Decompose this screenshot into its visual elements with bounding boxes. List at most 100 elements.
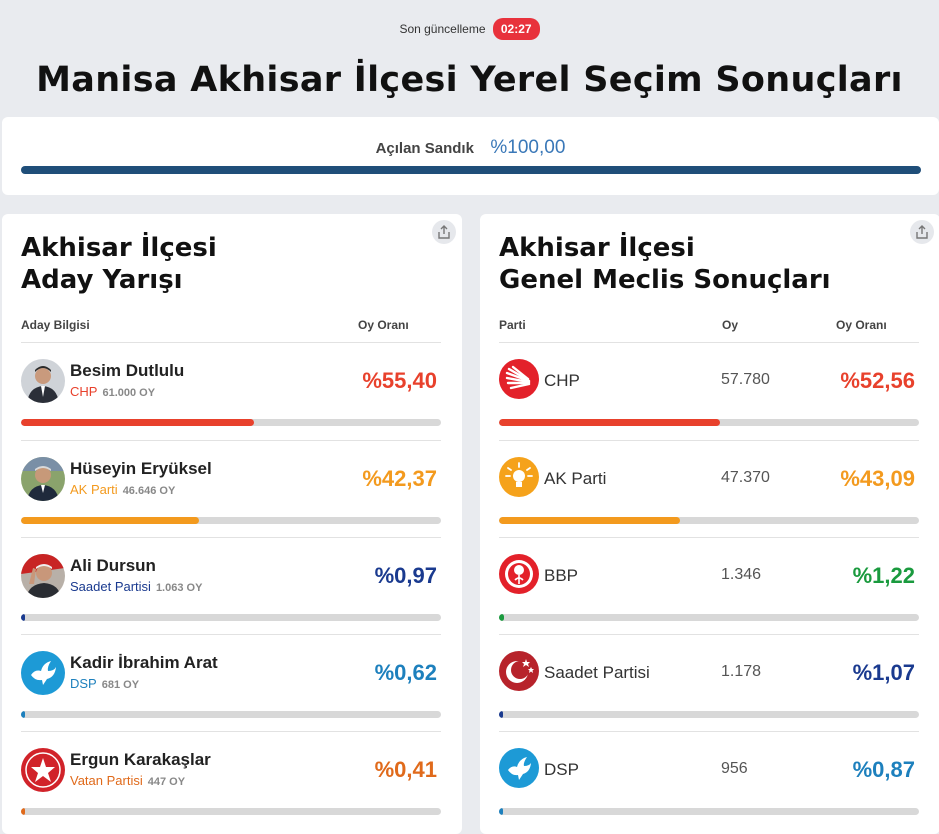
candidate-row: Ergun Karakaşlar Vatan Partisi 447 OY %0,41 <box>21 731 441 828</box>
party-vote-rate: %1,22 <box>852 563 915 588</box>
candidate-name: Ali Dursun <box>70 556 156 575</box>
candidate-votes: 61.000 OY <box>102 387 156 399</box>
party-vote-rate: %1,07 <box>852 660 915 685</box>
candidate-party-info: Vatan Partisi 447 OY <box>70 773 185 788</box>
last-updated-label: Son güncelleme <box>399 22 486 36</box>
opened-ballot-progress-bar <box>21 166 921 174</box>
share-button[interactable] <box>910 220 934 244</box>
candidate-avatar <box>21 748 65 792</box>
party-vote-bar-fill <box>499 808 504 815</box>
party-vote-rate: %52,56 <box>840 368 915 393</box>
party-votes: 956 <box>721 760 748 777</box>
candidate-avatar <box>21 554 65 598</box>
candidate-party-info: CHP 61.000 OY <box>70 384 155 399</box>
party-name: CHP <box>544 371 580 390</box>
page-title: Manisa Akhisar İlçesi Yerel Seçim Sonuçl… <box>36 60 903 100</box>
candidate-avatar <box>21 359 65 403</box>
party-vote-bar <box>499 808 919 815</box>
share-icon <box>438 225 450 239</box>
candidate-vote-rate: %0,97 <box>374 563 437 588</box>
candidate-vote-bar-fill <box>21 614 26 621</box>
candidate-party: CHP <box>70 384 98 399</box>
party-logo-icon <box>499 651 539 691</box>
candidate-row: Ali Dursun Saadet Partisi 1.063 OY %0,97 <box>21 537 441 634</box>
candidate-name: Kadir İbrahim Arat <box>70 653 218 672</box>
share-button[interactable] <box>432 220 456 244</box>
candidate-name: Hüseyin Eryüksel <box>70 459 212 478</box>
party-vote-rate: %0,87 <box>852 757 915 782</box>
candidate-votes: 681 OY <box>101 679 140 691</box>
party-row: BBP 1.346 %1,22 <box>499 537 919 634</box>
candidate-vote-bar <box>21 614 441 621</box>
col-header-votes: Oy <box>722 318 739 332</box>
party-vote-bar-fill <box>499 711 504 718</box>
candidate-vote-bar <box>21 419 441 426</box>
party-name: BBP <box>544 566 579 585</box>
candidate-party: Vatan Partisi <box>70 773 143 788</box>
candidate-vote-bar-fill <box>21 517 199 524</box>
party-row: CHP 57.780 %52,56 <box>499 343 919 440</box>
party-votes: 47.370 <box>721 469 770 486</box>
candidate-race-title: Akhisar İlçesi Aday Yarışı <box>21 233 217 295</box>
party-logo-icon <box>499 359 539 399</box>
candidate-vote-bar <box>21 517 441 524</box>
party-logo-icon <box>499 554 539 594</box>
party-vote-rate: %43,09 <box>840 466 915 491</box>
party-name: Saadet Partisi <box>544 663 650 682</box>
candidate-party-info: AK Parti 46.646 OY <box>70 482 175 497</box>
candidate-vote-bar-fill <box>21 711 26 718</box>
candidate-votes: 447 OY <box>147 776 186 788</box>
candidate-vote-rate: %55,40 <box>362 368 437 393</box>
candidate-avatar <box>21 651 65 695</box>
party-vote-bar-fill <box>499 419 720 426</box>
candidate-vote-bar <box>21 711 441 718</box>
candidate-votes: 1.063 OY <box>155 582 203 594</box>
council-results-card: Akhisar İlçesi Genel Meclis Sonuçları Pa… <box>480 214 939 834</box>
candidate-party-info: DSP 681 OY <box>70 676 139 691</box>
candidate-votes: 46.646 OY <box>122 485 176 497</box>
party-row: Saadet Partisi 1.178 %1,07 <box>499 634 919 731</box>
party-logo-icon <box>499 457 539 497</box>
party-vote-bar <box>499 614 919 621</box>
party-votes: 57.780 <box>721 371 770 388</box>
candidate-name: Ergun Karakaşlar <box>70 750 211 769</box>
party-vote-bar-fill <box>499 614 505 621</box>
col-header-vote-rate: Oy Oranı <box>358 318 409 332</box>
candidate-row: Kadir İbrahim Arat DSP 681 OY %0,62 <box>21 634 441 731</box>
candidate-vote-rate: %0,62 <box>374 660 437 685</box>
party-row: DSP 956 %0,87 <box>499 731 919 828</box>
candidate-vote-rate: %42,37 <box>362 466 437 491</box>
candidate-race-card: Akhisar İlçesi Aday Yarışı Aday Bilgisi … <box>2 214 462 834</box>
candidate-party: DSP <box>70 676 97 691</box>
candidate-party-info: Saadet Partisi 1.063 OY <box>70 579 202 594</box>
party-logo-icon <box>499 748 539 788</box>
council-results-title: Akhisar İlçesi Genel Meclis Sonuçları <box>499 233 831 295</box>
opened-ballot-box-panel: Açılan Sandık %100,00 <box>2 117 939 195</box>
candidate-row: Besim Dutlulu CHP 61.000 OY %55,40 <box>21 343 441 440</box>
party-votes: 1.346 <box>721 566 762 583</box>
party-name: DSP <box>544 760 579 779</box>
last-updated-time-badge: 02:27 <box>492 18 540 40</box>
party-vote-bar <box>499 419 919 426</box>
candidate-party: Saadet Partisi <box>70 579 151 594</box>
opened-ballot-label: Açılan Sandık <box>375 140 474 157</box>
candidate-vote-bar <box>21 808 441 815</box>
share-icon <box>916 225 928 239</box>
party-votes: 1.178 <box>721 663 762 680</box>
candidate-name: Besim Dutlulu <box>70 361 185 380</box>
col-header-vote-rate: Oy Oranı <box>836 318 887 332</box>
candidate-party: AK Parti <box>70 482 118 497</box>
party-vote-bar <box>499 517 919 524</box>
party-row: AK Parti 47.370 %43,09 <box>499 440 919 537</box>
candidate-vote-bar-fill <box>21 419 254 426</box>
col-header-candidate-info: Aday Bilgisi <box>21 318 90 332</box>
candidate-avatar <box>21 457 65 501</box>
candidate-vote-rate: %0,41 <box>374 757 437 782</box>
candidate-vote-bar-fill <box>21 808 26 815</box>
candidate-row: Hüseyin Eryüksel AK Parti 46.646 OY %42,37 <box>21 440 441 537</box>
party-name: AK Parti <box>544 469 607 488</box>
party-vote-bar <box>499 711 919 718</box>
opened-ballot-value: %100,00 <box>490 137 566 158</box>
party-vote-bar-fill <box>499 517 680 524</box>
last-updated: Son güncelleme 02:27 <box>0 18 939 40</box>
